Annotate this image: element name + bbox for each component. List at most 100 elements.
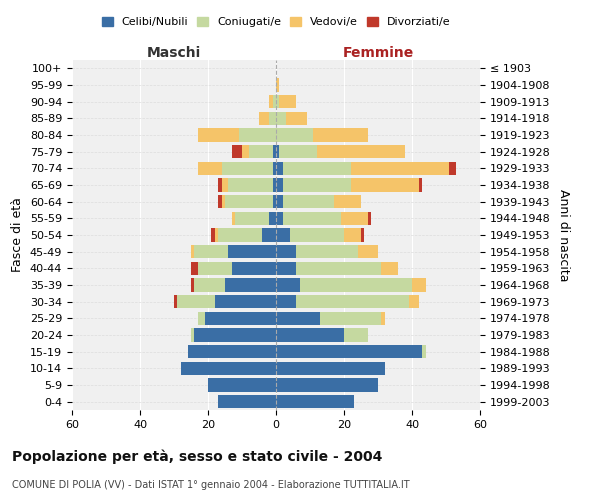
Bar <box>276 78 280 92</box>
Bar <box>361 228 364 241</box>
Bar <box>269 95 272 108</box>
Bar <box>272 145 276 158</box>
Bar <box>320 312 382 325</box>
Bar <box>242 145 249 158</box>
Bar <box>269 112 276 125</box>
Bar <box>276 95 280 108</box>
Bar <box>229 178 272 192</box>
Bar <box>232 212 235 225</box>
Bar <box>269 212 276 225</box>
Bar <box>221 178 229 192</box>
Bar <box>409 295 419 308</box>
Bar <box>300 278 412 291</box>
Bar <box>191 278 194 291</box>
Bar <box>283 195 334 208</box>
Bar <box>194 328 276 342</box>
Bar <box>449 162 456 175</box>
Bar <box>283 162 351 175</box>
Text: COMUNE DI POLIA (VV) - Dati ISTAT 1° gennaio 2004 - Elaborazione TUTTITALIA.IT: COMUNE DI POLIA (VV) - Dati ISTAT 1° gen… <box>12 480 410 490</box>
Bar <box>344 328 368 342</box>
Bar <box>296 262 382 275</box>
Bar <box>280 95 296 108</box>
Bar <box>229 245 276 258</box>
Bar <box>276 278 300 291</box>
Y-axis label: Fasce di età: Fasce di età <box>11 198 25 272</box>
Bar <box>368 212 371 225</box>
Bar <box>276 178 283 192</box>
Bar <box>317 145 405 158</box>
Text: Femmine: Femmine <box>343 46 413 60</box>
Bar <box>272 195 276 208</box>
Bar <box>344 228 361 241</box>
Bar <box>262 228 276 241</box>
Text: Popolazione per età, sesso e stato civile - 2004: Popolazione per età, sesso e stato civil… <box>12 450 382 464</box>
Bar <box>191 262 198 275</box>
Bar <box>296 295 409 308</box>
Bar <box>272 162 276 175</box>
Bar <box>283 178 351 192</box>
Bar <box>232 145 242 158</box>
Bar <box>276 195 283 208</box>
Bar <box>422 345 425 358</box>
Bar <box>208 378 276 392</box>
Bar <box>276 395 354 408</box>
Bar <box>382 312 385 325</box>
Bar <box>276 245 296 258</box>
Bar <box>259 112 269 125</box>
Bar <box>276 345 422 358</box>
Bar <box>272 95 276 108</box>
Bar <box>280 145 317 158</box>
Bar <box>178 295 215 308</box>
Y-axis label: Anni di nascita: Anni di nascita <box>557 188 570 281</box>
Bar <box>194 245 229 258</box>
Bar <box>272 178 276 192</box>
Bar <box>218 228 262 241</box>
Bar <box>225 278 276 291</box>
Bar <box>215 295 276 308</box>
Bar <box>276 378 378 392</box>
Bar <box>235 212 269 225</box>
Bar <box>286 112 307 125</box>
Bar <box>221 162 272 175</box>
Bar <box>276 262 296 275</box>
Bar <box>249 145 272 158</box>
Bar <box>218 195 221 208</box>
Bar <box>313 128 368 141</box>
Bar <box>215 228 218 241</box>
Bar <box>276 328 344 342</box>
Bar <box>211 228 215 241</box>
Bar <box>276 128 313 141</box>
Bar <box>221 195 225 208</box>
Bar <box>276 162 283 175</box>
Bar <box>276 145 280 158</box>
Bar <box>419 178 422 192</box>
Bar <box>239 128 276 141</box>
Text: Maschi: Maschi <box>147 46 201 60</box>
Bar <box>276 312 320 325</box>
Bar <box>351 162 449 175</box>
Bar <box>198 262 232 275</box>
Bar <box>225 195 272 208</box>
Bar <box>296 245 358 258</box>
Bar <box>198 162 221 175</box>
Bar <box>188 345 276 358</box>
Bar <box>181 362 276 375</box>
Bar <box>341 212 368 225</box>
Bar <box>358 245 378 258</box>
Bar <box>334 195 361 208</box>
Legend: Celibi/Nubili, Coniugati/e, Vedovi/e, Divorziati/e: Celibi/Nubili, Coniugati/e, Vedovi/e, Di… <box>101 16 451 27</box>
Bar <box>218 395 276 408</box>
Bar <box>382 262 398 275</box>
Bar <box>194 278 225 291</box>
Bar <box>351 178 419 192</box>
Bar <box>191 245 194 258</box>
Bar <box>174 295 178 308</box>
Bar <box>232 262 276 275</box>
Bar <box>198 128 239 141</box>
Bar <box>290 228 344 241</box>
Bar <box>283 212 341 225</box>
Bar <box>205 312 276 325</box>
Bar <box>198 312 205 325</box>
Bar <box>412 278 425 291</box>
Bar <box>276 212 283 225</box>
